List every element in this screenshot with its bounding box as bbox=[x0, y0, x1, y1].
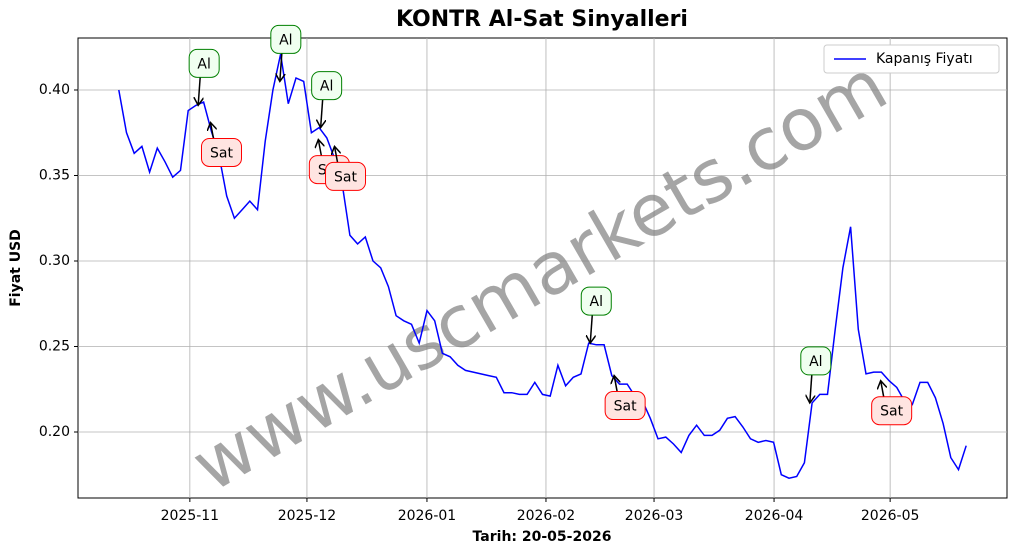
annotation-label: Al bbox=[320, 79, 333, 95]
annotation-arrow bbox=[590, 315, 592, 343]
annotation-box bbox=[325, 161, 367, 191]
annotation-box bbox=[580, 286, 612, 316]
legend-box bbox=[823, 44, 1000, 74]
annotation-arrow bbox=[614, 376, 617, 392]
x-tick-label: 2025-12 bbox=[278, 508, 337, 524]
annotation-box bbox=[188, 48, 220, 78]
annotation-label: Al bbox=[809, 354, 822, 370]
annotation-label: Al bbox=[279, 32, 292, 48]
watermark: www.uscmarkets.com bbox=[178, 43, 900, 508]
x-tick-label: 2026-03 bbox=[625, 508, 684, 524]
y-tick-label: 0.20 bbox=[39, 424, 70, 440]
annotation-arrow bbox=[335, 146, 338, 163]
x-tick-label: 2026-02 bbox=[517, 508, 576, 524]
annotation-label: Sat bbox=[210, 145, 233, 161]
y-axis-label: Fiyat USD bbox=[8, 229, 24, 307]
x-tick-label: 2026-05 bbox=[861, 508, 920, 524]
y-tick-label: 0.25 bbox=[39, 338, 70, 354]
annotation-arrow bbox=[318, 140, 321, 156]
plot-frame bbox=[77, 37, 1008, 499]
annotation-arrow bbox=[881, 381, 884, 397]
annotation-arrow bbox=[321, 99, 323, 128]
y-tick-label: 0.35 bbox=[39, 167, 70, 183]
price-line bbox=[118, 53, 967, 479]
annotation-label: Sat bbox=[614, 399, 637, 415]
y-tick-label: 0.40 bbox=[39, 82, 70, 98]
annotation-arrow bbox=[198, 77, 200, 105]
annotation-box bbox=[200, 137, 242, 167]
annotation-box bbox=[871, 396, 913, 426]
annotation-box bbox=[270, 24, 302, 54]
annotation-box bbox=[604, 391, 646, 421]
y-tick-label: 0.30 bbox=[39, 253, 70, 269]
annotation-arrow bbox=[210, 122, 213, 139]
annotation-box bbox=[311, 71, 343, 101]
x-axis-label: Tarih: 20-05-2026 bbox=[473, 529, 612, 545]
annotation-label: Sat bbox=[880, 404, 903, 420]
annotation-label: Al bbox=[590, 294, 603, 310]
legend-label: Kapanış Fiyatı bbox=[876, 51, 973, 67]
x-tick-label: 2025-11 bbox=[161, 508, 220, 524]
annotation-arrow bbox=[280, 53, 282, 81]
x-tick-label: 2026-04 bbox=[745, 508, 804, 524]
annotation-box bbox=[800, 346, 832, 376]
annotation-label: Al bbox=[197, 56, 210, 72]
x-tick-label: 2026-01 bbox=[398, 508, 457, 524]
annotation-label: Sat bbox=[334, 169, 357, 185]
chart-title: KONTR Al-Sat Sinyalleri bbox=[396, 7, 688, 32]
annotation-arrow bbox=[810, 374, 812, 403]
